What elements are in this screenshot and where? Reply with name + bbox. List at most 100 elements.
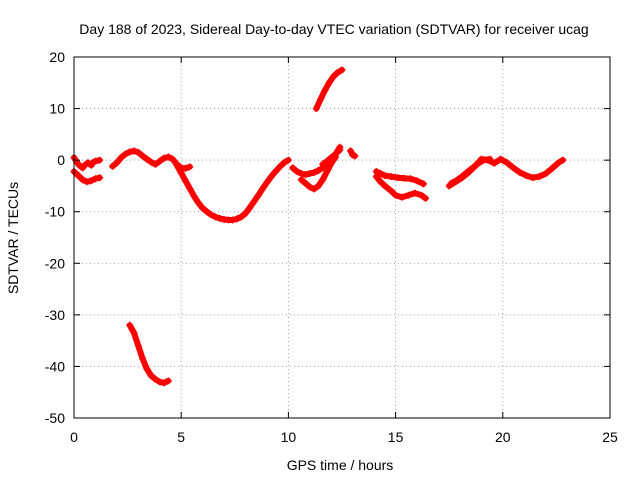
data-point (147, 372, 155, 380)
data-point (467, 165, 475, 173)
data-point (497, 155, 505, 163)
data-point (181, 177, 189, 185)
data-point (117, 154, 125, 162)
data-point (407, 175, 415, 183)
data-point (169, 155, 177, 163)
data-point (377, 178, 385, 186)
data-point (400, 174, 408, 182)
series-trace-7b (372, 173, 430, 202)
data-point (503, 159, 511, 167)
data-point (280, 159, 288, 167)
data-point (186, 185, 194, 193)
series-trace-3 (173, 156, 292, 224)
series-trace-9 (447, 155, 494, 187)
data-point (555, 159, 563, 167)
series-band (126, 322, 172, 386)
data-point (160, 379, 168, 387)
data-point (387, 173, 395, 181)
data-point (250, 197, 258, 205)
data-point (143, 155, 151, 163)
data-point (419, 180, 427, 188)
data-point (237, 213, 245, 221)
data-point (91, 175, 99, 183)
data-point (190, 192, 198, 200)
data-point (74, 172, 82, 180)
data-point (302, 179, 310, 187)
data-point (398, 193, 406, 201)
x-tick-label: 10 (281, 429, 297, 445)
data-point (535, 173, 543, 181)
data-point (460, 171, 468, 179)
x-tick-label: 0 (70, 429, 78, 445)
data-point (314, 166, 322, 174)
data-point (323, 157, 331, 165)
data-point (164, 377, 172, 385)
data-point (96, 174, 104, 182)
y-tick-label: -20 (45, 255, 65, 271)
data-point (259, 185, 267, 193)
data-point (334, 68, 342, 76)
data-point (121, 150, 129, 158)
data-point (319, 160, 327, 168)
data-point (372, 173, 380, 181)
data-point (325, 79, 333, 87)
data-point (486, 155, 494, 163)
data-point (246, 204, 254, 212)
data-point (74, 160, 82, 168)
data-point (83, 178, 91, 186)
data-point (242, 209, 250, 217)
series-trace-1a (70, 154, 104, 172)
series-trace-7a (372, 167, 427, 188)
chart-title: Day 188 of 2023, Sidereal Day-to-day VTE… (79, 21, 588, 37)
data-point (297, 170, 305, 178)
data-series (70, 66, 567, 387)
data-point (96, 156, 104, 164)
data-point (87, 177, 95, 185)
data-point (490, 159, 498, 167)
data-point (392, 191, 400, 199)
axis-ticks: 0 5 10 15 20 25 20 10 0 -10 -20 -30 -40 -50 (45, 49, 618, 445)
data-point (267, 173, 275, 181)
series-band (173, 157, 292, 223)
data-point (548, 164, 556, 172)
data-point (336, 146, 344, 154)
data-point (134, 148, 142, 156)
data-point (181, 164, 189, 172)
data-point (310, 185, 318, 193)
grid-lines (74, 57, 610, 418)
y-tick-label: 0 (57, 152, 65, 168)
data-point (454, 176, 462, 184)
data-point (130, 147, 138, 155)
data-point (164, 153, 172, 161)
y-tick-label: 20 (49, 49, 65, 65)
x-tick-label: 15 (388, 429, 404, 445)
data-point (394, 174, 402, 182)
y-tick-label: 10 (49, 101, 65, 117)
data-point (272, 167, 280, 175)
data-point (186, 163, 194, 171)
data-point (317, 95, 325, 103)
data-point (542, 170, 550, 178)
data-point (151, 160, 159, 168)
data-point (130, 329, 138, 337)
series-trace-4c (319, 146, 344, 168)
series-trace-5 (312, 66, 346, 113)
data-point (126, 321, 134, 329)
y-tick-label: -30 (45, 307, 65, 323)
data-point (139, 152, 147, 160)
data-point (306, 183, 314, 191)
x-tick-label: 5 (177, 429, 185, 445)
data-point (314, 182, 322, 190)
data-point (404, 191, 412, 199)
data-point (229, 216, 237, 224)
data-point (351, 152, 359, 160)
y-tick-label: -40 (45, 358, 65, 374)
data-point (381, 172, 389, 180)
data-point (79, 176, 87, 184)
data-point (143, 365, 151, 373)
series-trace-10 (126, 321, 172, 387)
data-point (139, 355, 147, 363)
data-point (126, 148, 134, 156)
data-point (212, 213, 220, 221)
x-axis-label: GPS time / hours (287, 457, 394, 473)
